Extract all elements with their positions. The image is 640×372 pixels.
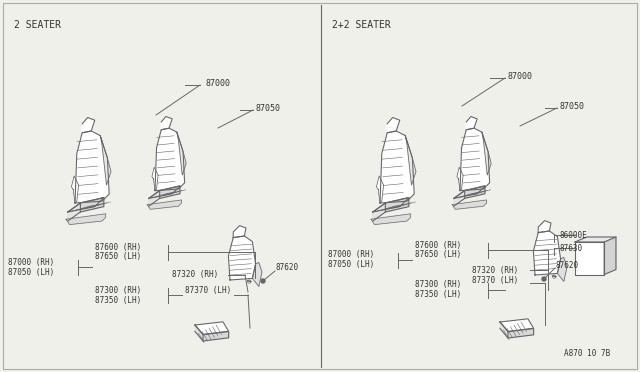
- Polygon shape: [454, 190, 465, 206]
- Circle shape: [261, 279, 265, 283]
- Text: 87650 (LH): 87650 (LH): [95, 253, 141, 262]
- Polygon shape: [177, 132, 186, 175]
- Text: 87050 (LH): 87050 (LH): [328, 260, 374, 269]
- Polygon shape: [460, 128, 490, 190]
- Text: 87370 (LH): 87370 (LH): [472, 276, 518, 285]
- Polygon shape: [372, 198, 409, 212]
- Polygon shape: [538, 221, 551, 232]
- Polygon shape: [148, 186, 180, 198]
- Polygon shape: [465, 186, 485, 198]
- Polygon shape: [500, 319, 534, 331]
- Text: 87050: 87050: [560, 102, 585, 110]
- Polygon shape: [195, 322, 228, 334]
- Text: 87320 (RH): 87320 (RH): [472, 266, 518, 275]
- Polygon shape: [604, 237, 616, 275]
- Polygon shape: [68, 198, 104, 212]
- Polygon shape: [466, 116, 477, 130]
- Polygon shape: [252, 262, 262, 286]
- Text: 87000: 87000: [205, 78, 230, 87]
- Text: 87620: 87620: [556, 260, 579, 269]
- Polygon shape: [147, 200, 182, 209]
- Polygon shape: [68, 203, 81, 221]
- Polygon shape: [452, 200, 486, 209]
- Text: 2 SEATER: 2 SEATER: [14, 20, 61, 30]
- Polygon shape: [457, 167, 463, 190]
- Polygon shape: [482, 132, 492, 175]
- Text: 87600 (RH): 87600 (RH): [415, 241, 461, 250]
- Polygon shape: [82, 118, 95, 133]
- Polygon shape: [385, 198, 409, 212]
- Text: 87620: 87620: [276, 263, 299, 273]
- Text: 87050 (LH): 87050 (LH): [8, 267, 54, 276]
- Text: 87300 (RH): 87300 (RH): [415, 280, 461, 289]
- Text: 87000: 87000: [508, 71, 533, 80]
- Polygon shape: [228, 236, 255, 280]
- Polygon shape: [81, 198, 104, 212]
- Polygon shape: [195, 325, 203, 341]
- Polygon shape: [160, 186, 180, 198]
- Text: 87350 (LH): 87350 (LH): [415, 291, 461, 299]
- Polygon shape: [66, 214, 106, 225]
- Text: 87000 (RH): 87000 (RH): [328, 250, 374, 260]
- Polygon shape: [500, 322, 508, 338]
- Polygon shape: [371, 214, 411, 225]
- Polygon shape: [203, 331, 228, 341]
- Polygon shape: [148, 190, 160, 206]
- Polygon shape: [233, 225, 246, 238]
- Text: A870 10 7B: A870 10 7B: [564, 349, 610, 358]
- Text: 87050: 87050: [256, 103, 281, 112]
- Polygon shape: [575, 237, 616, 242]
- Polygon shape: [152, 167, 158, 190]
- Text: 87300 (RH): 87300 (RH): [95, 285, 141, 295]
- Text: 87600 (RH): 87600 (RH): [95, 243, 141, 251]
- Polygon shape: [155, 128, 184, 190]
- Text: 87370 (LH): 87370 (LH): [185, 285, 231, 295]
- Text: 87630: 87630: [560, 244, 583, 253]
- Text: 87350 (LH): 87350 (LH): [95, 295, 141, 305]
- Polygon shape: [376, 176, 383, 203]
- Polygon shape: [100, 135, 111, 185]
- Text: 87650 (LH): 87650 (LH): [415, 250, 461, 260]
- Polygon shape: [387, 118, 400, 133]
- Polygon shape: [508, 328, 534, 338]
- Polygon shape: [405, 135, 416, 185]
- Polygon shape: [372, 203, 385, 221]
- Polygon shape: [533, 231, 561, 275]
- Text: 87000 (RH): 87000 (RH): [8, 257, 54, 266]
- Polygon shape: [557, 257, 567, 281]
- Polygon shape: [454, 186, 485, 198]
- Polygon shape: [72, 176, 79, 203]
- Text: 87320 (RH): 87320 (RH): [172, 270, 218, 279]
- Circle shape: [542, 277, 546, 281]
- Text: 86000E: 86000E: [560, 231, 588, 240]
- Polygon shape: [380, 131, 414, 203]
- Polygon shape: [75, 131, 109, 203]
- Polygon shape: [161, 116, 172, 130]
- Text: 2+2 SEATER: 2+2 SEATER: [332, 20, 391, 30]
- Polygon shape: [575, 242, 604, 275]
